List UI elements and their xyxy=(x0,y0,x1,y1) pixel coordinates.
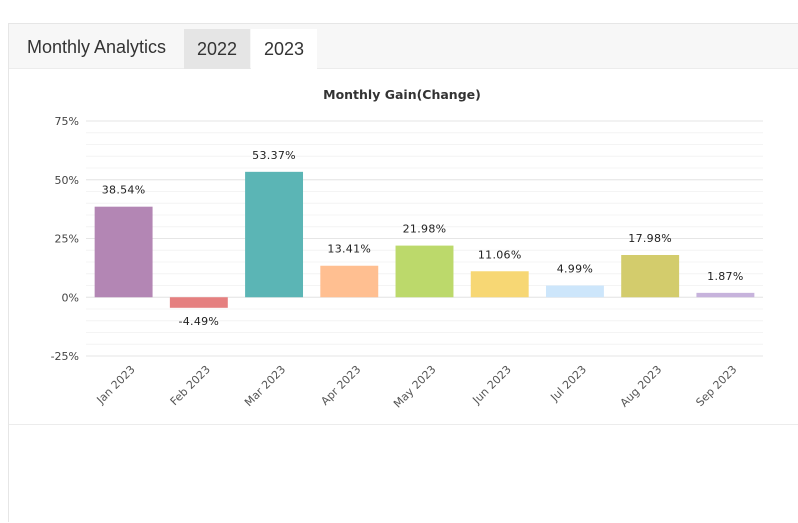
y-tick-label: 25% xyxy=(55,233,79,246)
data-label: 13.41% xyxy=(327,243,371,256)
x-tick-label: Jan 2023 xyxy=(94,363,138,407)
y-tick-label: 75% xyxy=(55,115,79,128)
data-label: 4.99% xyxy=(557,263,593,276)
bar-jan-2023[interactable] xyxy=(94,206,153,298)
widget-title: Monthly Analytics xyxy=(27,37,167,57)
chart-area: Monthly Gain(Change) 75% 50% 25% 0% -25% 38.… xyxy=(9,69,798,425)
data-label: 38.54% xyxy=(102,184,146,197)
y-tick-label: -25% xyxy=(51,350,79,363)
widget-footer xyxy=(9,425,798,523)
x-tick-label: May 2023 xyxy=(391,363,439,411)
x-tick-label: Apr 2023 xyxy=(318,363,363,408)
data-label: 53.37% xyxy=(252,149,296,162)
bar-apr-2023[interactable] xyxy=(320,265,379,298)
data-label: 11.06% xyxy=(478,248,522,261)
bar-aug-2023[interactable] xyxy=(621,254,680,298)
x-tick-label: Mar 2023 xyxy=(242,363,288,409)
bar-mar-2023[interactable] xyxy=(245,171,304,298)
monthly-gain-chart: Monthly Gain(Change) 75% 50% 25% 0% -25% 38.… xyxy=(51,87,763,411)
bar-may-2023[interactable] xyxy=(395,245,454,298)
y-tick-label: 0% xyxy=(62,291,79,304)
monthly-analytics-widget: Monthly Analytics 2022 2023 Monthly Gain… xyxy=(8,23,798,522)
data-label: 17.98% xyxy=(628,232,672,245)
y-tick-label: 50% xyxy=(55,174,79,187)
x-tick-label: Jul 2023 xyxy=(548,363,590,405)
chart-title: Monthly Gain(Change) xyxy=(323,87,481,102)
x-tick-label: Jun 2023 xyxy=(470,363,514,407)
bar-sep-2023[interactable] xyxy=(696,292,755,298)
bar-jul-2023[interactable] xyxy=(545,285,604,298)
bar-jun-2023[interactable] xyxy=(470,271,529,298)
data-label: 21.98% xyxy=(403,223,447,236)
x-tick-label: Feb 2023 xyxy=(168,363,213,408)
tab-2023[interactable]: 2023 xyxy=(251,29,317,69)
tab-2022[interactable]: 2022 xyxy=(184,29,250,69)
x-tick-label: Sep 2023 xyxy=(693,363,739,409)
bar-feb-2023[interactable] xyxy=(169,297,228,308)
data-label: -4.49% xyxy=(178,315,219,328)
x-tick-label: Aug 2023 xyxy=(618,363,665,410)
widget-header: Monthly Analytics 2022 2023 xyxy=(9,24,798,69)
data-label: 1.87% xyxy=(707,270,743,283)
